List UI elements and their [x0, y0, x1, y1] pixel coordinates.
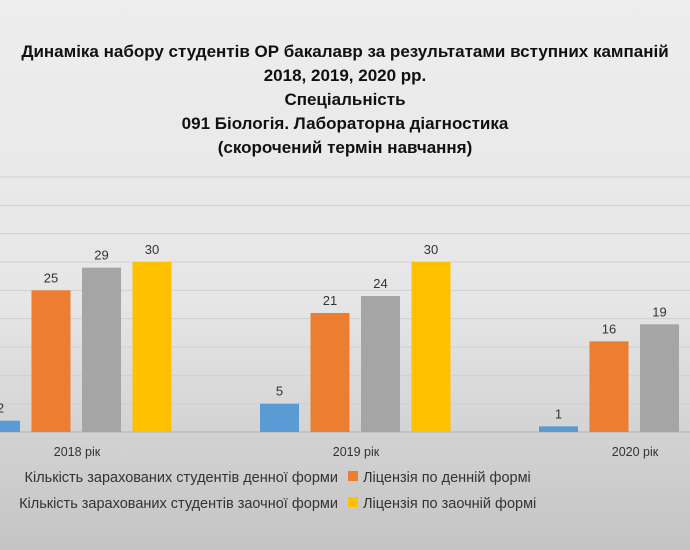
data-label: 29	[94, 248, 108, 263]
data-label: 19	[652, 304, 666, 319]
legend-label: Ліцензія по заочній формі	[363, 496, 536, 512]
data-label: 16	[602, 321, 616, 336]
category-label: 2020 рік	[612, 445, 659, 459]
bar	[132, 262, 172, 432]
data-label: 25	[44, 270, 58, 285]
bar	[0, 420, 20, 432]
data-label: 21	[323, 293, 337, 308]
bar	[310, 313, 350, 432]
chart-title: Динаміка набору студентів ОР бакалавр за…	[0, 40, 690, 160]
data-label: 30	[424, 242, 438, 257]
legend-label: Кількість зарахованих студентів денної ф…	[25, 470, 338, 486]
bar	[82, 267, 121, 432]
bar	[260, 403, 299, 432]
data-label: 24	[373, 276, 387, 291]
legend-swatch	[348, 497, 358, 507]
data-label: 2	[0, 401, 4, 416]
category-label: 2018 рік	[54, 445, 101, 459]
bar	[411, 262, 451, 432]
bar	[361, 296, 400, 432]
title-line-3: Спеціальність	[284, 90, 406, 109]
legend-label: Ліцензія по денній формі	[363, 470, 531, 486]
bar	[31, 290, 71, 432]
title-line-4: 091 Біологія. Лабораторна діагностика	[181, 114, 509, 133]
bar	[640, 324, 679, 432]
data-label: 30	[145, 242, 159, 257]
title-line-5: (скорочений термін навчання)	[217, 138, 473, 157]
data-label: 5	[276, 384, 283, 399]
title-line-2: 2018, 2019, 2020 рр.	[263, 66, 427, 85]
legend-swatch	[348, 471, 358, 481]
data-label: 1	[555, 406, 562, 421]
bar	[539, 426, 578, 432]
title-line-1: Динаміка набору студентів ОР бакалавр за…	[21, 42, 669, 61]
legend-label: Кількість зарахованих студентів заочної …	[19, 496, 338, 512]
category-label: 2019 рік	[333, 445, 380, 459]
bar	[589, 341, 629, 432]
